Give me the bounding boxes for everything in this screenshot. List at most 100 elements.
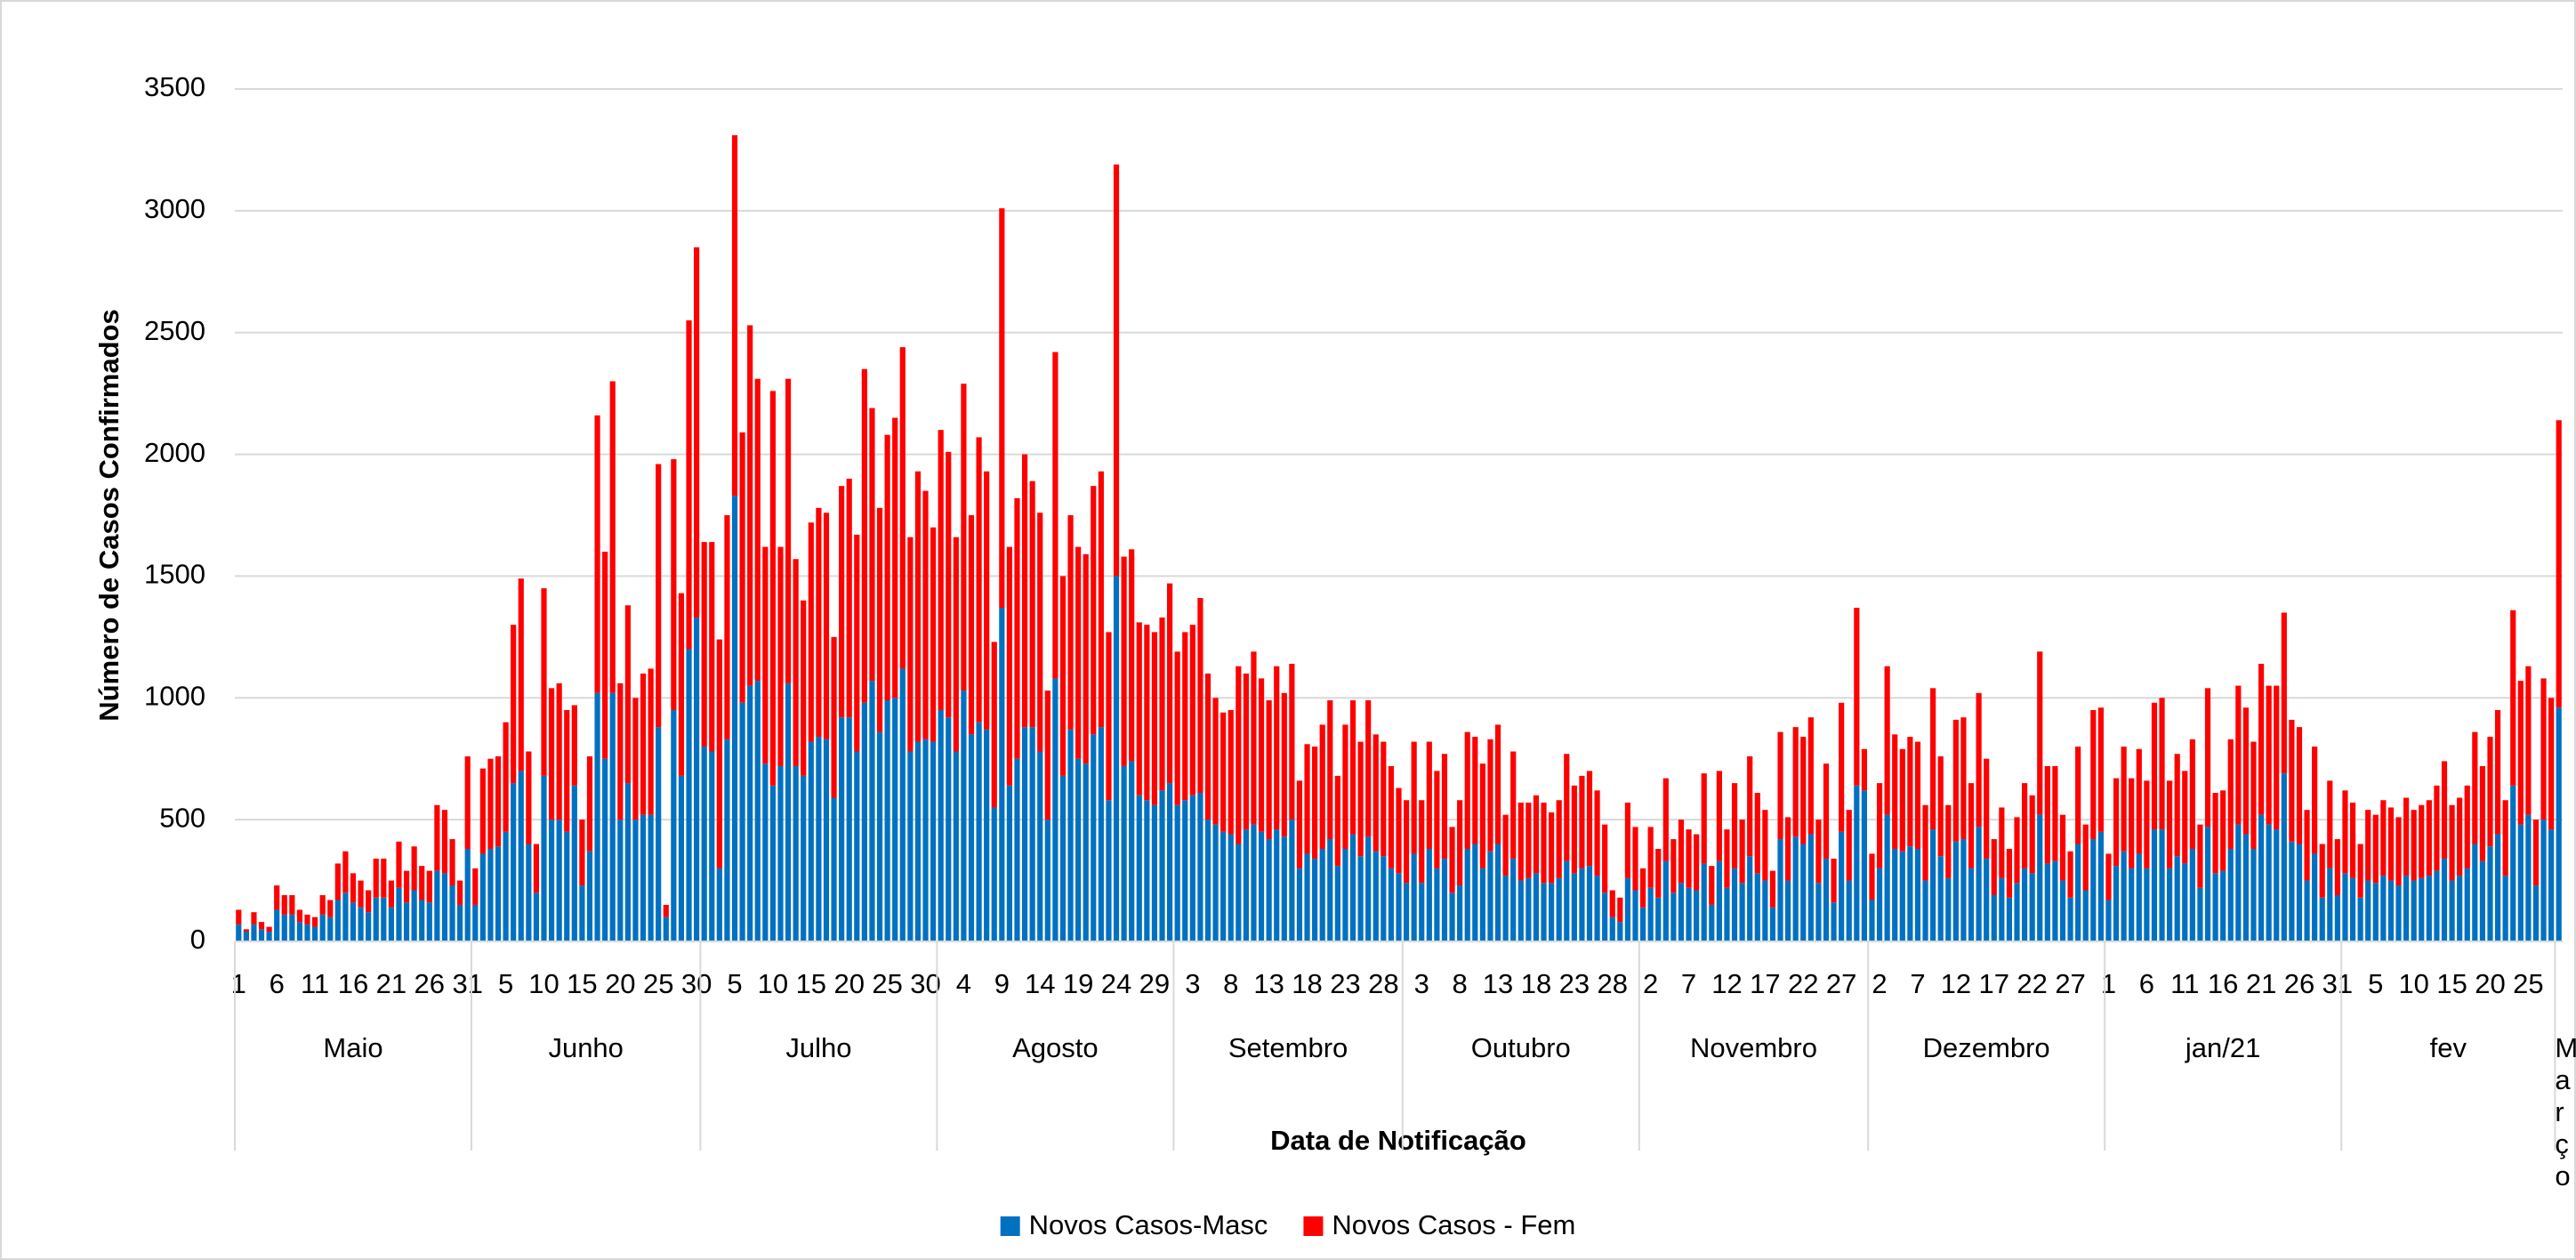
bar-segment	[487, 848, 494, 941]
x-tick-label: 22	[2017, 968, 2047, 999]
bar-segment	[1579, 775, 1585, 868]
x-tick-label: 13	[1253, 968, 1284, 999]
bar-segment	[1129, 549, 1135, 762]
bar-segment	[854, 534, 860, 752]
bar-segment	[1670, 839, 1677, 893]
bar-segment	[1549, 812, 1555, 884]
bar-segment	[754, 378, 761, 682]
bar-segment	[457, 904, 463, 941]
bar-segment	[2334, 894, 2340, 941]
bar-segment	[403, 902, 410, 941]
bar-segment	[1952, 841, 1959, 941]
bar-segment	[701, 542, 707, 747]
bar-segment	[2449, 804, 2455, 881]
bar-segment	[1655, 897, 1662, 941]
bar-segment	[1228, 709, 1234, 835]
bar-segment	[617, 820, 624, 941]
bar-segment	[876, 507, 883, 732]
bar-segment	[479, 768, 486, 854]
bar-segment	[594, 415, 600, 693]
bar-segment	[2144, 780, 2150, 868]
bar-segment	[2419, 877, 2425, 941]
bar-segment	[2365, 880, 2371, 941]
x-tick-label: 14	[1025, 968, 1055, 999]
bar-segment	[426, 902, 432, 941]
bar-segment	[1701, 773, 1707, 864]
bar-segment	[327, 900, 334, 917]
bar-segment	[1586, 771, 1593, 867]
bar-segment	[785, 682, 792, 941]
bar-segment	[2380, 876, 2387, 941]
bar-segment	[823, 739, 830, 941]
bar-segment	[243, 932, 249, 941]
bar-segment	[1396, 788, 1402, 874]
bar-segment	[632, 820, 639, 941]
x-tick-label: 30	[681, 968, 712, 999]
bar-segment	[1724, 887, 1730, 941]
month-label: Agosto	[1012, 1032, 1099, 1063]
bar-segment	[2182, 771, 2188, 864]
bar-segment	[2059, 880, 2066, 941]
bar-segment	[548, 688, 555, 820]
x-tick-label: 30	[910, 968, 940, 999]
bar-segment	[2029, 873, 2035, 941]
bar-segment	[831, 797, 837, 941]
bar-segment	[2159, 698, 2165, 830]
bar-segment	[1609, 917, 1615, 941]
bar-segment	[1381, 856, 1387, 941]
bar-segment	[754, 681, 761, 941]
bar-segment	[671, 709, 677, 941]
bar-segment	[1876, 783, 1883, 868]
bar-segment	[2021, 868, 2028, 941]
bar-segment	[1419, 883, 1425, 941]
bar-segment	[251, 924, 257, 941]
bar-segment	[854, 751, 860, 941]
bar-segment	[2296, 727, 2303, 844]
month-label: Outubro	[1470, 1032, 1571, 1063]
bar-segment	[2289, 719, 2295, 842]
bar-segment	[1854, 608, 1860, 786]
bar-segment	[2479, 765, 2485, 861]
bar-segment	[1029, 727, 1035, 941]
bar-segment	[1922, 804, 1928, 881]
bar-segment	[2227, 848, 2234, 941]
bar-segment	[1564, 754, 1570, 861]
bar-segment	[319, 914, 326, 941]
bar-segment	[258, 929, 265, 941]
bar-segment	[617, 682, 624, 820]
bar-segment	[747, 325, 753, 686]
bar-segment	[1159, 790, 1165, 941]
bar-segment	[2540, 678, 2547, 820]
bar-segment	[1403, 800, 1410, 884]
bar-segment	[938, 709, 944, 941]
bar-segment	[1419, 800, 1425, 884]
x-tick-label: 4	[956, 968, 971, 999]
bar-segment	[777, 546, 784, 766]
bar-segment	[1381, 741, 1387, 857]
bar-segment	[1403, 883, 1410, 941]
x-tick-label: 13	[1483, 968, 1513, 999]
bar-segment	[1807, 717, 1814, 835]
bar-segment	[1884, 666, 1890, 815]
bar-segment	[2479, 860, 2485, 941]
bar-segment	[1113, 576, 1120, 941]
bar-segment	[1266, 700, 1272, 840]
bar-segment	[1091, 734, 1097, 941]
bar-segment	[1686, 829, 1692, 888]
bar-segment	[526, 751, 532, 844]
bar-segment	[1502, 876, 1509, 941]
bar-segment	[2274, 685, 2280, 830]
bar-segment	[1739, 883, 1745, 941]
bar-segment	[694, 246, 700, 618]
bar-segment	[2059, 814, 2066, 881]
bar-segment	[2426, 800, 2432, 876]
bar-segment	[1044, 820, 1051, 941]
bar-segment	[2044, 765, 2050, 864]
bar-segment	[1831, 858, 1837, 903]
bar-segment	[1342, 724, 1348, 849]
month-label: Novembro	[1689, 1032, 1817, 1063]
bar-segment	[579, 820, 585, 886]
bar-segment	[2387, 807, 2395, 881]
y-tick-label: 3500	[144, 71, 205, 102]
